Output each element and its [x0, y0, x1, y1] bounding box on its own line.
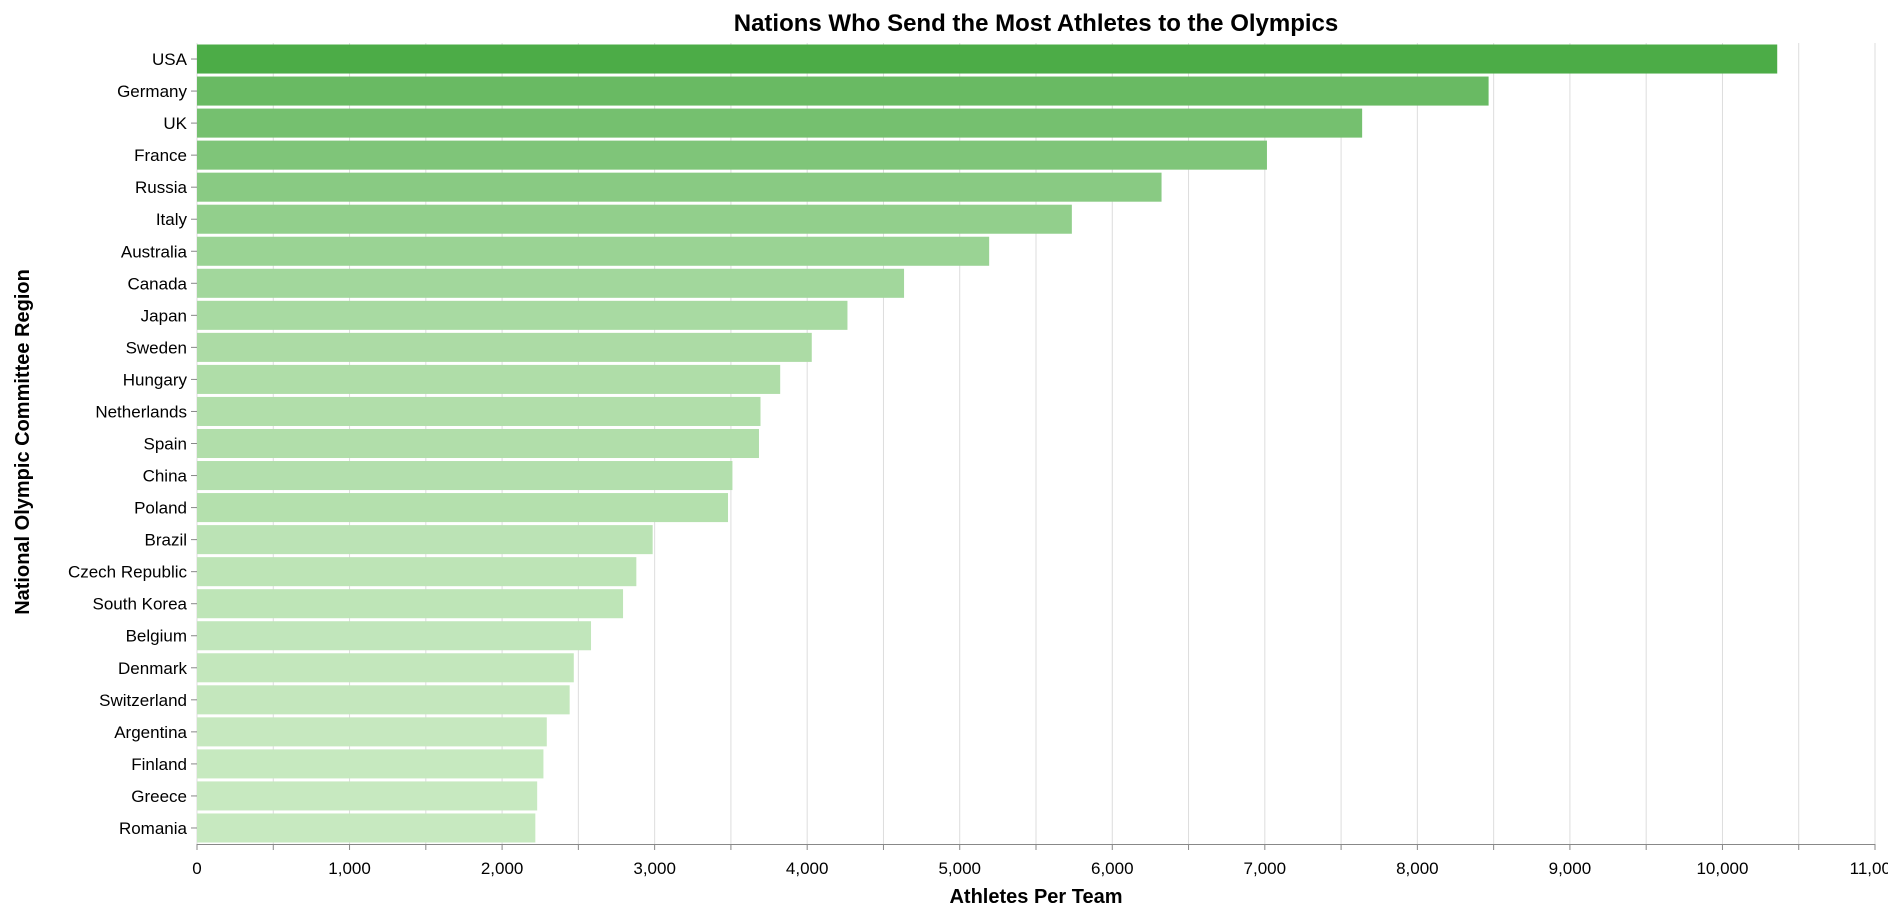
bar-italy [197, 204, 1072, 234]
bar-greece [197, 781, 538, 811]
x-tick-label: 9,000 [1549, 859, 1592, 878]
x-tick-label: 5,000 [938, 859, 981, 878]
x-tick-label: 2,000 [481, 859, 524, 878]
y-tick-label: Romania [119, 819, 188, 838]
chart-title: Nations Who Send the Most Athletes to th… [734, 10, 1339, 37]
bar-france [197, 140, 1267, 170]
bar-switzerland [197, 685, 570, 715]
y-tick-label: Argentina [114, 723, 187, 742]
bar-belgium [197, 621, 592, 651]
y-tick-label: Italy [156, 210, 188, 229]
x-tick-label: 6,000 [1091, 859, 1134, 878]
bar-usa [197, 44, 1778, 74]
y-tick-label: Spain [144, 435, 187, 454]
y-tick-label: Japan [141, 306, 187, 325]
y-tick-label: Finland [131, 755, 187, 774]
y-tick-label: South Korea [92, 595, 187, 614]
y-tick-label: France [134, 146, 187, 165]
y-tick-label: Belgium [126, 627, 187, 646]
bar-sweden [197, 332, 812, 362]
bar-denmark [197, 653, 574, 683]
y-tick-label: Brazil [144, 531, 187, 550]
x-tick-label: 4,000 [786, 859, 829, 878]
x-tick-label: 1,000 [328, 859, 371, 878]
bar-russia [197, 172, 1162, 202]
x-tick-label: 8,000 [1396, 859, 1439, 878]
bar-finland [197, 749, 544, 779]
x-axis-title: Athletes Per Team [949, 886, 1122, 908]
bars [197, 44, 1778, 843]
y-tick-label: Denmark [118, 659, 187, 678]
x-tick-label: 10,000 [1696, 859, 1748, 878]
y-tick-label: Canada [127, 274, 187, 293]
bar-netherlands [197, 396, 761, 426]
bar-canada [197, 268, 905, 298]
x-tick-label: 11,000 [1850, 859, 1888, 878]
y-tick-label: UK [163, 114, 187, 133]
y-tick-label: China [143, 467, 188, 486]
x-tick-label: 0 [192, 859, 201, 878]
x-tick-label: 3,000 [633, 859, 676, 878]
bar-japan [197, 300, 848, 330]
bar-poland [197, 493, 729, 523]
y-tick-label: Germany [117, 82, 187, 101]
bar-hungary [197, 364, 781, 394]
y-tick-label: Sweden [126, 338, 187, 357]
bar-china [197, 461, 733, 491]
y-tick-label: Switzerland [99, 691, 187, 710]
y-tick-label: Russia [135, 178, 188, 197]
bar-south-korea [197, 589, 624, 619]
y-axis-title: National Olympic Committee Region [12, 269, 34, 615]
bar-brazil [197, 525, 653, 555]
y-tick-label: Czech Republic [68, 563, 188, 582]
bar-germany [197, 76, 1489, 106]
y-tick-label: Australia [121, 242, 188, 261]
y-tick-label: USA [152, 50, 188, 69]
x-tick-label: 7,000 [1244, 859, 1287, 878]
bar-romania [197, 813, 536, 843]
y-tick-label: Netherlands [95, 402, 187, 421]
bar-czech-republic [197, 557, 637, 587]
y-tick-label: Greece [131, 787, 187, 806]
bar-spain [197, 428, 759, 459]
bar-uk [197, 108, 1363, 138]
axes: USA Germany UK France Russia Italy Australia Ca… [68, 50, 1888, 878]
bar-australia [197, 236, 990, 266]
y-tick-label: Poland [134, 499, 187, 518]
y-tick-label: Hungary [123, 370, 188, 389]
bar-argentina [197, 717, 547, 747]
